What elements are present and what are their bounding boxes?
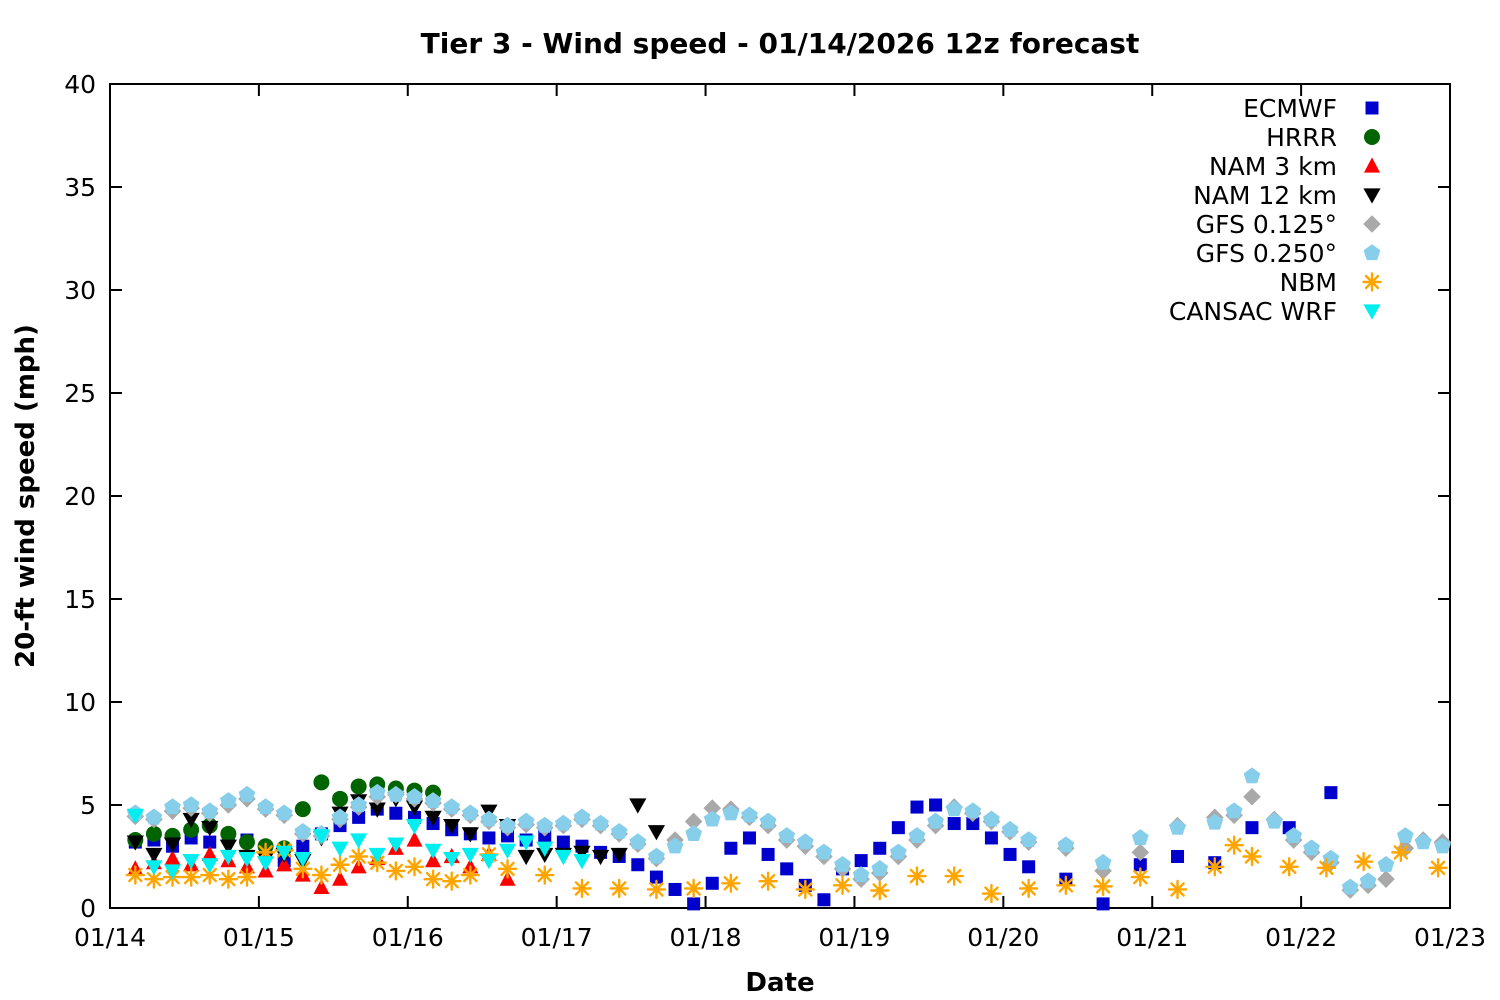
legend-label: NAM 12 km [1193,181,1337,210]
y-tick-label: 35 [64,173,96,202]
series-cansac-wrf [126,808,591,880]
legend-marker-triangle-down-icon [1363,188,1381,204]
legend-entry-nbm: NBM [1280,268,1382,297]
series-gfs-0-250- [126,767,1451,895]
x-axis-label: Date [745,968,814,998]
legend-label: HRRR [1266,123,1337,152]
chart-title: Tier 3 - Wind speed - 01/14/2026 12z for… [421,27,1140,60]
legend-marker-triangle-down-icon [1363,304,1381,320]
legend-label: CANSAC WRF [1169,297,1337,326]
x-tick-label: 01/23 [1414,923,1486,952]
y-tick-label: 0 [80,894,96,923]
y-tick-label: 40 [64,70,96,99]
x-tick-label: 01/21 [1116,923,1188,952]
legend-label: NAM 3 km [1209,152,1337,181]
y-tick-label: 10 [64,688,96,717]
legend-label: NBM [1280,268,1337,297]
legend-marker-circle-icon [1364,129,1380,145]
data-points [125,767,1452,911]
legend-entry-cansac-wrf: CANSAC WRF [1169,297,1381,326]
y-tick-label: 15 [64,585,96,614]
legend-entry-gfs-0-125-: GFS 0.125° [1196,210,1381,239]
legend-entry-nam-12-km: NAM 12 km [1193,181,1381,210]
legend-marker-square-icon [1365,101,1379,115]
x-tick-label: 01/15 [223,923,295,952]
x-tick-label: 01/18 [670,923,742,952]
legend-entry-gfs-0-250-: GFS 0.250° [1196,239,1381,268]
legend-entry-nam-3-km: NAM 3 km [1209,152,1380,181]
legend-marker-diamond-icon [1363,215,1381,233]
y-tick-label: 5 [80,791,96,820]
legend-label: GFS 0.250° [1196,239,1337,268]
x-tick-label: 01/17 [521,923,593,952]
legend-marker-triangle-up-icon [1364,157,1380,173]
x-tick-label: 01/22 [1265,923,1337,952]
legend-entry-hrrr: HRRR [1266,123,1380,152]
y-tick-label: 20 [64,482,96,511]
x-tick-label: 01/19 [818,923,890,952]
legend-label: GFS 0.125° [1196,210,1337,239]
x-tick-label: 01/20 [967,923,1039,952]
legend-entry-ecmwf: ECMWF [1243,94,1379,123]
axes: 0 5 10 15 20 25 30 35 40 01/14 01/15 01/16 01/17 01/1… [64,70,1486,952]
x-tick-label: 01/14 [74,923,146,952]
y-tick-label: 30 [64,276,96,305]
legend-label: ECMWF [1243,94,1337,123]
x-tick-label: 01/16 [372,923,444,952]
y-axis-label: 20-ft wind speed (mph) [11,324,41,668]
y-tick-label: 25 [64,379,96,408]
legend-marker-pentagon-icon [1363,244,1381,261]
legend-marker-asterisk-icon [1362,272,1382,292]
